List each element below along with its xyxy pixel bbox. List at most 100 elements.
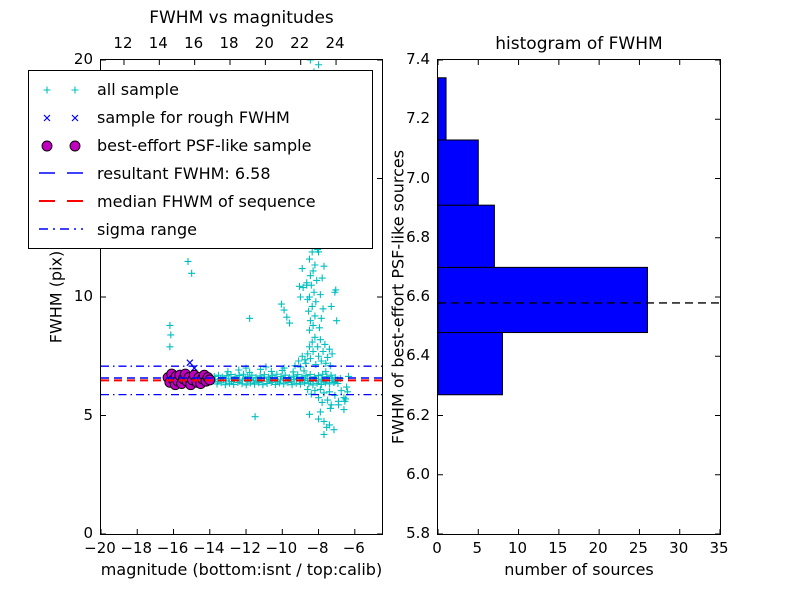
legend-item-label: median FHWM of sequence <box>97 191 316 211</box>
scatter-point-plus <box>273 370 281 378</box>
scatter-point-plus <box>309 381 317 389</box>
scatter-point-plus <box>342 395 350 403</box>
scatter-point-plus <box>311 333 319 341</box>
tick-label: −6 <box>342 539 365 557</box>
scatter-point-plus <box>310 288 318 296</box>
scatter-point-plus <box>315 394 323 402</box>
scatter-point-plus <box>317 314 325 322</box>
scatter-point-plus <box>231 373 239 381</box>
scatter-point-plus <box>317 380 325 388</box>
tick-label: 25 <box>628 539 648 557</box>
tick-label: −10 <box>265 539 298 557</box>
histogram-bar <box>438 332 503 396</box>
tick-label: 18 <box>219 34 239 52</box>
scatter-point-plus <box>277 300 285 308</box>
scatter-point-plus <box>246 314 254 322</box>
scatter-point-plus <box>296 380 304 388</box>
tick-label: 6.0 <box>406 464 430 483</box>
scatter-point-plus <box>295 357 303 365</box>
scatter-point-plus <box>188 269 196 277</box>
scatter-point-plus <box>299 284 307 292</box>
scatter-point-plus <box>330 426 338 434</box>
scatter-point-plus <box>313 276 321 284</box>
scatter-point-plus <box>322 368 330 376</box>
scatter-point-plus <box>71 86 79 94</box>
left-xaxis-label: magnitude (bottom:isnt / top:calib) <box>100 560 383 579</box>
scatter-point-plus <box>166 343 174 351</box>
scatter-point-plus <box>316 291 324 299</box>
scatter-point-plus <box>43 86 51 94</box>
scatter-point-plus <box>334 401 342 409</box>
scatter-point-plus <box>315 324 323 332</box>
legend-item: resultant FWHM: 6.58 <box>29 160 372 186</box>
scatter-point-plus <box>283 313 291 321</box>
scatter-point-plus <box>305 343 313 351</box>
tick-label: 6.4 <box>406 346 430 365</box>
best-effort-PSF-like-sample-series <box>162 368 216 391</box>
scatter-point-plus <box>184 257 192 265</box>
tick-label: 0 <box>432 539 442 557</box>
scatter-point-plus <box>271 380 279 388</box>
tick-label: 7.4 <box>406 50 430 68</box>
tick-label: −20 <box>84 539 116 557</box>
scatter-point-plus <box>308 302 316 310</box>
scatter-point-plus <box>316 336 324 344</box>
scatter-point-plus <box>306 60 314 64</box>
tick-label: 24 <box>325 34 345 52</box>
scatter-point-plus <box>235 366 243 374</box>
scatter-point-plus <box>303 281 311 289</box>
scatter-point-plus <box>324 353 332 361</box>
scatter-point-plus <box>301 379 309 387</box>
scatter-point-plus <box>340 406 348 414</box>
scatter-point-plus <box>262 363 270 371</box>
histogram-bar <box>438 204 495 268</box>
scatter-point-plus <box>244 373 252 381</box>
scatter-point-plus <box>280 364 288 372</box>
tick-label: −8 <box>306 539 329 557</box>
scatter-point-plus <box>226 379 234 387</box>
scatter-point-plus <box>314 343 322 351</box>
scatter-point-plus <box>327 401 335 409</box>
scatter-point-plus <box>324 396 332 404</box>
scatter-point-x <box>43 114 51 122</box>
scatter-point-plus <box>276 379 284 387</box>
scatter-point-plus <box>304 350 312 358</box>
scatter-point-plus <box>311 312 319 320</box>
scatter-point-plus <box>306 355 314 363</box>
scatter-point-plus <box>267 367 275 375</box>
scatter-point-plus <box>315 61 323 69</box>
scatter-point-x <box>186 359 194 367</box>
scatter-point-plus <box>318 398 326 406</box>
scatter-point-plus <box>325 345 333 353</box>
tick-label: 10 <box>73 287 93 305</box>
scatter-point-plus <box>230 380 238 388</box>
tick-label: 14 <box>148 34 168 52</box>
scatter-point-plus <box>251 413 259 421</box>
tick-label: 7.2 <box>406 109 430 128</box>
scatter-point-plus <box>238 380 246 388</box>
scatter-point-plus <box>316 408 324 416</box>
scatter-point-plus <box>317 357 325 365</box>
scatter-point-plus <box>305 307 313 315</box>
legend-item-label: sample for rough FWHM <box>97 108 290 128</box>
left-plot-title: FWHM vs magnitudes <box>149 8 334 28</box>
legend-item: all sample <box>29 77 372 103</box>
scatter-point-plus <box>306 317 314 325</box>
scatter-point-plus <box>315 352 323 360</box>
tick-label: 16 <box>184 34 204 52</box>
scatter-point-plus <box>305 410 313 418</box>
histogram-canvas <box>438 60 720 534</box>
scatter-point-plus <box>223 372 231 380</box>
histogram-bar <box>438 139 479 206</box>
scatter-point-plus <box>224 368 232 376</box>
scatter-point-plus <box>213 380 221 388</box>
scatter-point-x <box>71 114 79 122</box>
scatter-point-plus <box>320 262 328 270</box>
scatter-point-plus <box>320 430 328 438</box>
right-xaxis-label: number of sources <box>504 560 654 579</box>
scatter-point-plus <box>289 368 297 376</box>
tick-label: 6.2 <box>406 405 430 424</box>
scatter-point-plus <box>288 381 296 389</box>
scatter-point-plus <box>343 383 351 391</box>
